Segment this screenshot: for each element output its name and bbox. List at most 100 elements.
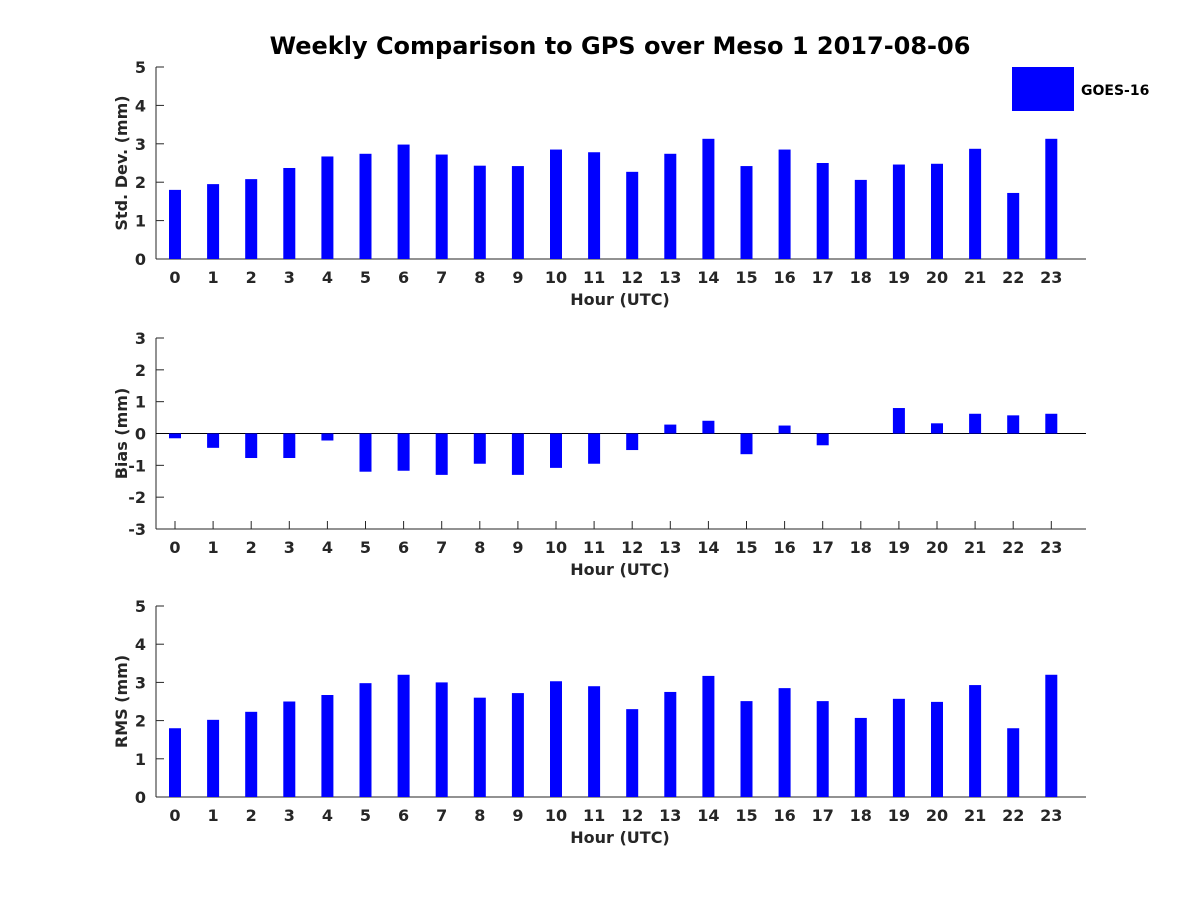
bias-bar	[1007, 415, 1020, 434]
bias-y-tick-label: 1	[135, 393, 146, 412]
rms-bar	[626, 709, 639, 797]
std-dev-bar	[702, 138, 715, 259]
bias-x-tick-label: 18	[850, 538, 872, 557]
legend: GOES-16	[1012, 67, 1149, 111]
rms-x-tick-label: 14	[697, 806, 719, 825]
rms-x-tick-label: 9	[512, 806, 523, 825]
rms-x-tick-label: 10	[545, 806, 567, 825]
rms-bar	[207, 719, 220, 797]
rms-bar	[588, 686, 601, 797]
bias-x-tick-label: 17	[812, 538, 834, 557]
std-dev-bar	[511, 166, 524, 259]
bias-x-tick-label: 20	[926, 538, 948, 557]
std-dev-x-tick-label: 3	[284, 268, 295, 287]
std-dev-bar	[169, 189, 181, 259]
rms-bar	[892, 698, 905, 797]
std-dev-x-tick-label: 22	[1002, 268, 1024, 287]
rms-bar	[397, 674, 410, 797]
std-dev-x-tick-label: 1	[208, 268, 219, 287]
bias-bar	[397, 433, 410, 471]
std-dev-bar	[626, 171, 639, 259]
std-dev-x-tick-label: 7	[436, 268, 447, 287]
std-dev-bar	[778, 149, 791, 259]
rms-x-tick-label: 15	[735, 806, 757, 825]
rms-x-tick-label: 23	[1040, 806, 1062, 825]
bias-x-tick-label: 0	[169, 538, 180, 557]
bias-x-tick-label: 2	[246, 538, 257, 557]
rms-x-tick-label: 4	[322, 806, 333, 825]
bias-x-tick-label: 5	[360, 538, 371, 557]
std-dev-y-tick-label: 5	[135, 58, 146, 77]
bias-x-tick-label: 22	[1002, 538, 1024, 557]
rms-y-tick-label: 3	[135, 673, 146, 692]
bias-bar	[245, 433, 258, 459]
bias-bar	[359, 433, 372, 472]
std-dev-bar	[892, 164, 905, 259]
rms-bar	[1045, 674, 1058, 797]
rms-x-tick-label: 13	[659, 806, 681, 825]
std-dev-bar	[245, 179, 258, 259]
std-dev-x-tick-label: 5	[360, 268, 371, 287]
rms-bar	[740, 701, 753, 797]
std-dev-y-tick-label: 1	[135, 212, 146, 231]
std-dev-bar	[1045, 138, 1058, 259]
bias-bar	[931, 423, 943, 434]
rms-bar	[169, 728, 181, 797]
bias-bar	[702, 420, 715, 434]
rms-x-tick-label: 6	[398, 806, 409, 825]
std-dev-bar	[397, 144, 410, 259]
std-dev-bar	[321, 156, 334, 259]
rms-bar	[931, 701, 943, 797]
rms-y-axis-label: RMS (mm)	[112, 655, 131, 748]
bias-y-tick-label: -2	[128, 488, 146, 507]
std-dev-bar	[1007, 192, 1020, 259]
rms-x-tick-label: 18	[850, 806, 872, 825]
std-dev-x-tick-label: 4	[322, 268, 333, 287]
rms-x-tick-label: 5	[360, 806, 371, 825]
bias-x-tick-label: 8	[474, 538, 485, 557]
bias-bar	[778, 425, 791, 434]
rms-bar	[283, 701, 296, 797]
bias-y-axis-label: Bias (mm)	[112, 388, 131, 480]
bias-x-tick-label: 21	[964, 538, 986, 557]
bias-y-tick-label: 3	[135, 329, 146, 348]
bias-x-tick-label: 12	[621, 538, 643, 557]
bias-x-tick-label: 7	[436, 538, 447, 557]
std-dev-x-tick-label: 15	[735, 268, 757, 287]
bias-y-tick-label: 0	[135, 425, 146, 444]
std-dev-x-tick-label: 11	[583, 268, 605, 287]
bias-bar	[283, 433, 296, 459]
std-dev-y-tick-label: 4	[135, 96, 146, 115]
bias-x-tick-label: 10	[545, 538, 567, 557]
bias-bar	[588, 433, 601, 464]
bias-x-tick-label: 3	[284, 538, 295, 557]
std-dev-x-tick-label: 2	[246, 268, 257, 287]
bias-x-tick-label: 14	[697, 538, 719, 557]
rms-bar	[664, 691, 677, 797]
bias-bar	[473, 433, 486, 464]
rms-x-tick-label: 8	[474, 806, 485, 825]
bias-x-tick-label: 9	[512, 538, 523, 557]
std-dev-bar	[359, 153, 372, 259]
rms-x-tick-label: 16	[773, 806, 795, 825]
rms-bar	[473, 697, 486, 797]
rms-x-tick-label: 20	[926, 806, 948, 825]
rms-x-tick-label: 19	[888, 806, 910, 825]
bias-bar	[1045, 413, 1058, 434]
rms-bar	[321, 695, 334, 797]
rms-x-axis-label: Hour (UTC)	[570, 828, 670, 847]
std-dev-x-tick-label: 10	[545, 268, 567, 287]
rms-x-tick-label: 0	[169, 806, 180, 825]
bias-x-tick-label: 19	[888, 538, 910, 557]
rms-bar	[1007, 728, 1020, 797]
bias-x-tick-label: 16	[773, 538, 795, 557]
rms-bar	[969, 685, 982, 797]
std-dev-x-tick-label: 20	[926, 268, 948, 287]
std-dev-x-tick-label: 9	[512, 268, 523, 287]
std-dev-bar	[740, 166, 753, 259]
std-dev-x-tick-label: 6	[398, 268, 409, 287]
figure-title: Weekly Comparison to GPS over Meso 1 201…	[270, 32, 971, 60]
std-dev-x-tick-label: 16	[773, 268, 795, 287]
